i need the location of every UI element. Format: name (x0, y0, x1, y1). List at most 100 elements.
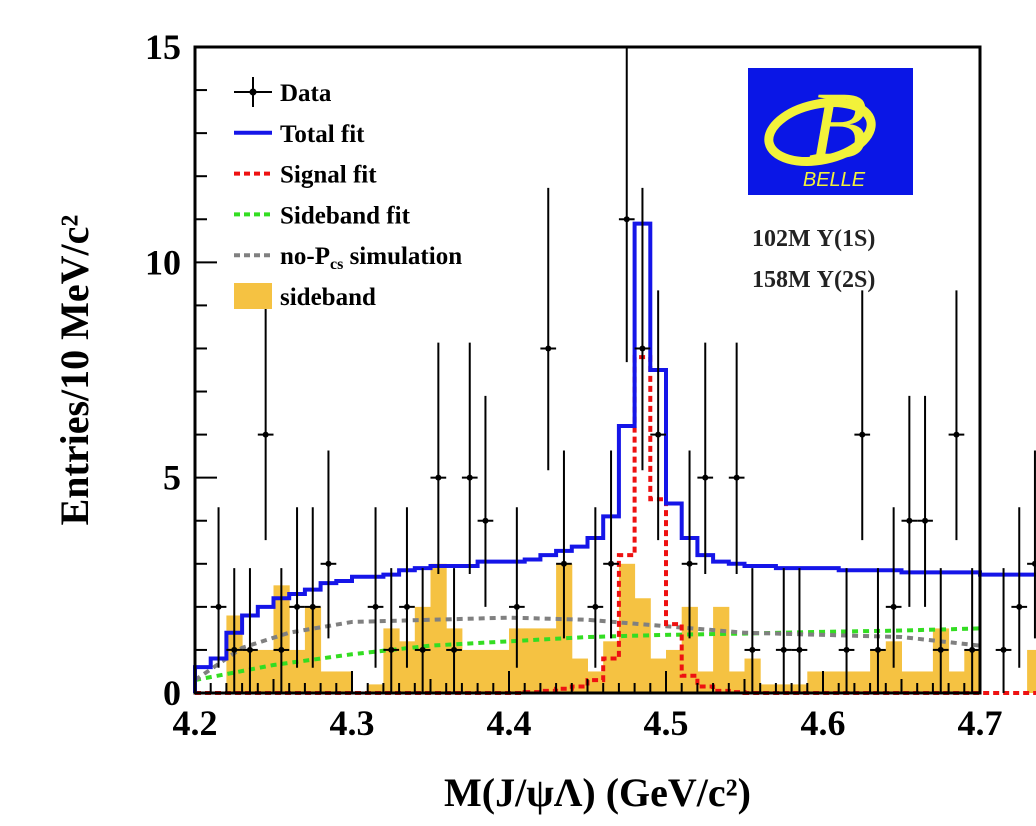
sideband-bar (603, 641, 620, 693)
data-point (917, 395, 933, 607)
sideband-bar (336, 671, 353, 693)
sideband-bar (666, 649, 683, 693)
data-marker (309, 603, 316, 610)
data-marker (1031, 560, 1036, 567)
data-marker (560, 560, 567, 567)
data-point (744, 568, 761, 693)
data-point (461, 342, 478, 574)
data-marker (906, 517, 913, 524)
x-tick-label: 4.2 (173, 703, 218, 743)
x-tick-label: 4.7 (958, 703, 1003, 743)
data-point (901, 395, 918, 607)
data-marker (1016, 603, 1023, 610)
sideband-bar (634, 598, 651, 693)
curves (193, 221, 1036, 695)
legend-label: sideband (280, 284, 376, 311)
sideband-histogram (226, 563, 1036, 693)
data-points (210, 47, 1036, 693)
sideband-bar (1027, 649, 1036, 693)
data-point (304, 507, 321, 668)
axis-ticks (194, 46, 981, 694)
no-pcs-simulation-line (193, 615, 981, 682)
data-marker (655, 431, 662, 438)
data-point (226, 568, 243, 693)
sideband-bar (493, 649, 510, 693)
sideband-bar (571, 658, 588, 693)
legend-label: no-Pcs simulation (280, 243, 462, 273)
data-marker (922, 517, 929, 524)
data-point (634, 187, 651, 471)
data-marker (639, 345, 646, 352)
data-point (273, 568, 290, 693)
logo-text: BELLE (803, 169, 866, 191)
y-tick-label: 10 (145, 242, 181, 282)
data-point (1011, 507, 1028, 668)
sideband-bar (948, 671, 965, 693)
sideband-bar (367, 684, 384, 693)
data-marker (843, 646, 850, 653)
data-marker (451, 646, 458, 653)
data-point (383, 568, 400, 693)
data-marker (545, 345, 552, 352)
data-point (242, 568, 258, 693)
data-marker (890, 603, 897, 610)
data-point (367, 507, 384, 668)
data-marker (1000, 646, 1007, 653)
data-marker (325, 560, 332, 567)
logo-swoosh-icon (764, 98, 876, 166)
data-marker (246, 646, 253, 653)
data-marker (859, 431, 866, 438)
data-point (838, 568, 855, 693)
sideband-bar (823, 671, 840, 693)
data-point (728, 342, 745, 574)
data-marker (796, 646, 803, 653)
y-tick-label: 15 (145, 27, 181, 67)
data-marker (403, 603, 410, 610)
data-marker (686, 560, 693, 567)
data-point (932, 568, 949, 693)
data-point (540, 187, 557, 471)
data-point (320, 450, 337, 639)
y-tick-label: 5 (163, 458, 181, 498)
annotation-lumi-1s: 102M Υ(1S) (752, 226, 875, 252)
data-point (995, 568, 1012, 693)
data-marker (435, 474, 442, 481)
data-point (446, 568, 462, 693)
data-marker (780, 646, 787, 653)
sideband-bar (587, 671, 604, 693)
legend-symbol (234, 283, 272, 309)
data-marker (513, 603, 520, 610)
data-point (791, 568, 808, 693)
legend-label-main: Data (280, 80, 332, 107)
data-marker (733, 474, 740, 481)
data-marker (294, 603, 301, 610)
x-tick-label: 4.3 (330, 703, 375, 743)
sideband-bar (477, 649, 494, 693)
sideband-bar (760, 684, 777, 693)
data-marker (231, 646, 238, 653)
data-marker (215, 603, 222, 610)
annotation-lumi-2s: 158M Υ(2S) (752, 267, 875, 293)
data-point (399, 507, 415, 668)
data-point (964, 568, 980, 693)
total-fit-line (193, 221, 1036, 693)
data-marker (874, 646, 881, 653)
legend-label-main: Signal fit (280, 162, 377, 189)
legend-label: Signal fit (280, 162, 377, 189)
sideband-bar (524, 628, 541, 693)
y-tick-label: 0 (163, 673, 181, 713)
legend-label: Data (280, 80, 332, 107)
sideband-bar (713, 606, 730, 693)
legend-entry: Total fit (234, 121, 365, 148)
data-marker (749, 646, 756, 653)
data-marker (953, 431, 960, 438)
legend-symbol (249, 88, 257, 96)
legend-label-main: no-P (280, 243, 330, 270)
legend-entry: Data (234, 77, 332, 107)
data-point (681, 450, 698, 639)
sideband-bar (854, 671, 871, 693)
legend-entry: Sideband fit (234, 202, 411, 229)
x-tick-label: 4.6 (801, 703, 846, 743)
y-axis-title: Entries/10 MeV/c² (52, 215, 97, 526)
